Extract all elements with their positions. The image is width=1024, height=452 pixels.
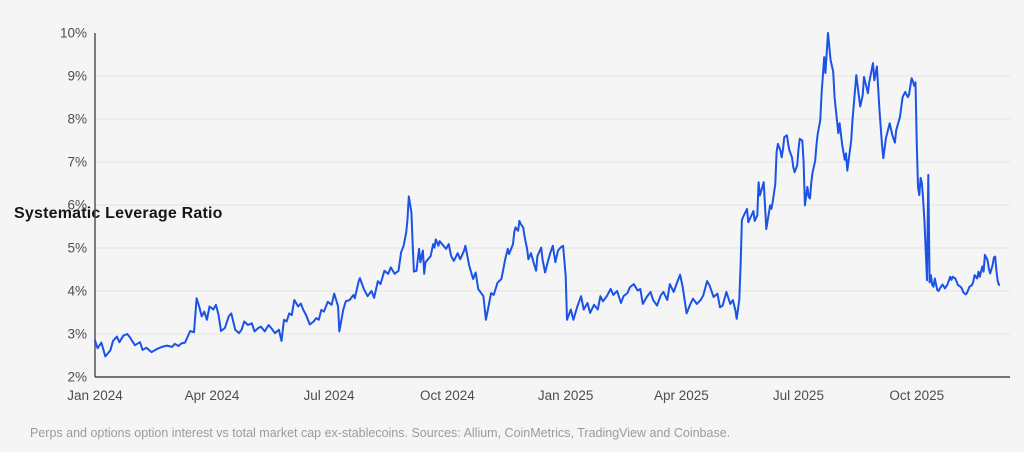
- x-tick-label: Jul 2025: [773, 388, 824, 403]
- y-tick-label: 5%: [67, 241, 87, 256]
- x-tick-label: Apr 2024: [185, 388, 240, 403]
- y-tick-label: 4%: [67, 284, 87, 299]
- y-axis-title: Systematic Leverage Ratio: [14, 205, 223, 222]
- y-tick-label: 2%: [67, 370, 87, 385]
- x-tick-label: Jan 2024: [67, 388, 123, 403]
- y-tick-label: 3%: [67, 327, 87, 342]
- x-tick-label: Jul 2024: [304, 388, 356, 403]
- y-tick-label: 9%: [67, 69, 87, 84]
- series-line: [94, 32, 1001, 358]
- x-tick-label: Apr 2025: [654, 388, 709, 403]
- x-tick-label: Jan 2025: [538, 388, 594, 403]
- chart-caption: Perps and options option interest vs tot…: [30, 426, 731, 440]
- x-tick-label: Oct 2024: [420, 388, 475, 403]
- y-tick-label: 8%: [67, 112, 87, 127]
- y-tick-label: 7%: [67, 155, 87, 170]
- x-tick-label: Oct 2025: [889, 388, 944, 403]
- y-tick-label: 6%: [67, 198, 87, 213]
- y-tick-label: 10%: [60, 26, 87, 41]
